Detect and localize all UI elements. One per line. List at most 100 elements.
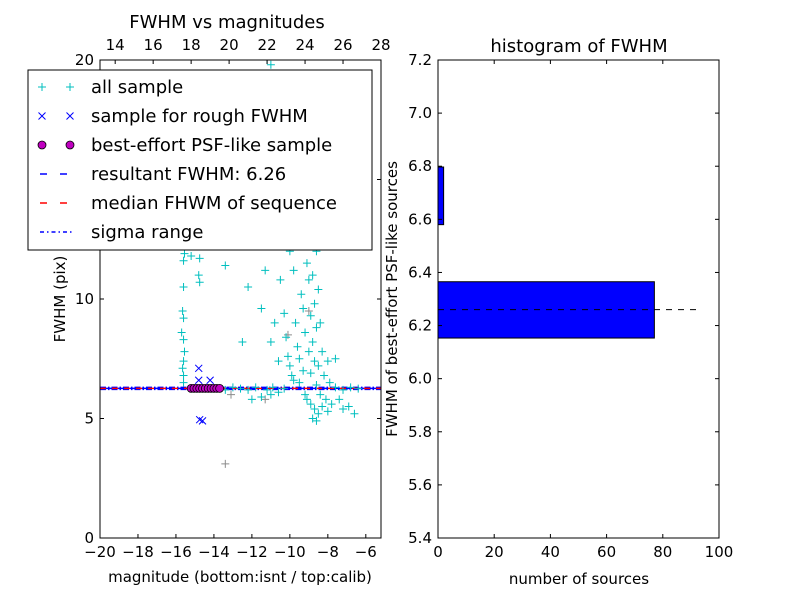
y-tick-label: 6.4 <box>408 263 432 281</box>
legend-marker-circle-icon <box>65 140 75 150</box>
all-sample-point <box>187 251 196 260</box>
all-sample-point <box>354 384 363 393</box>
all-sample-point <box>179 314 188 323</box>
all-sample-point <box>179 256 188 265</box>
all-sample-point <box>308 338 317 347</box>
y-tick-label: 5.8 <box>408 423 432 441</box>
all-sample-point <box>283 352 292 361</box>
all-sample-point <box>323 357 332 366</box>
all-sample-point <box>178 364 187 373</box>
all-sample-point <box>320 371 329 380</box>
legend-item: median FHWM of sequence <box>40 193 337 214</box>
all-sample-point <box>304 347 313 356</box>
legend-label: median FHWM of sequence <box>91 193 337 214</box>
all-sample-point <box>331 383 340 392</box>
all-sample-point <box>257 304 266 313</box>
histogram-plot: 0 20 40 60 80 100 5.4 5.6 5.8 6.0 6.2 6.4 6.6 6.8 7.0 7… <box>383 36 733 588</box>
all-sample-point <box>327 400 336 409</box>
top-x-tick-label: 28 <box>371 36 390 54</box>
all-sample-point <box>285 361 294 370</box>
all-sample-point <box>339 404 348 413</box>
all-sample-point <box>280 384 289 393</box>
y-tick-label: 5 <box>84 410 94 428</box>
all-sample-point <box>261 266 270 275</box>
all-sample-point <box>331 354 340 363</box>
scatter-points <box>177 60 363 468</box>
legend-marker-plus-icon <box>66 83 74 91</box>
top-x-tick-label: 20 <box>220 36 239 54</box>
legend-label: best-effort PSF-like sample <box>91 135 332 156</box>
legend-item: resultant FWHM: 6.26 <box>40 164 286 185</box>
rough-sample-point <box>194 376 203 385</box>
gray-point <box>227 390 236 399</box>
x-tick-label: −6 <box>355 543 377 561</box>
histogram-bar <box>437 166 445 226</box>
psf-like-sample-point <box>215 383 225 393</box>
y-tick-label: 6.6 <box>408 210 432 228</box>
top-x-tick-label: 26 <box>333 36 352 54</box>
rough-sample-point <box>206 376 214 385</box>
all-sample-point <box>266 390 275 399</box>
all-sample-point <box>221 261 230 270</box>
top-x-tick-label: 18 <box>182 36 201 54</box>
all-sample-point <box>310 404 319 413</box>
x-tick-label: −20 <box>84 543 116 561</box>
x-tick-label: 0 <box>433 543 443 561</box>
y-tick-label: 0 <box>84 529 94 547</box>
top-x-tick-label: 22 <box>258 36 277 54</box>
all-sample-point <box>289 266 298 275</box>
histogram-plot-frame <box>437 59 720 539</box>
y-axis-label: FWHM of best-effort PSF-like sources <box>383 161 401 437</box>
x-axis-label: magnitude (bottom:isnt / top:calib) <box>108 568 372 586</box>
all-sample-point <box>335 395 344 404</box>
all-sample-point <box>263 385 272 394</box>
legend-label: resultant FWHM: 6.26 <box>91 164 286 185</box>
all-sample-point <box>177 328 186 337</box>
all-sample-point <box>274 357 283 366</box>
all-sample-point <box>299 304 308 313</box>
gray-point <box>221 459 230 468</box>
y-axis-label: FWHM (pix) <box>51 256 69 343</box>
all-sample-point <box>244 385 253 394</box>
y-tick-label: 5.4 <box>408 529 432 547</box>
all-sample-point <box>323 407 332 416</box>
y-tick-label: 7.2 <box>408 51 432 69</box>
all-sample-point <box>236 384 245 393</box>
all-sample-point <box>299 366 308 375</box>
all-sample-point <box>318 347 327 356</box>
all-sample-point <box>344 402 353 411</box>
all-sample-point <box>304 275 313 284</box>
x-tick-label: 80 <box>653 543 672 561</box>
all-sample-point <box>306 400 315 409</box>
all-sample-point <box>266 338 275 347</box>
rough-sample-point <box>194 364 203 373</box>
all-sample-point <box>302 259 311 268</box>
y-tick-label: 7.0 <box>408 104 432 122</box>
x-tick-label: −18 <box>122 543 154 561</box>
legend-label: sample for rough FWHM <box>91 106 308 127</box>
x-tick-label: 40 <box>541 543 560 561</box>
y-tick-label: 6.8 <box>408 157 432 175</box>
all-sample-point <box>270 318 279 327</box>
all-sample-point <box>314 285 323 294</box>
all-sample-point <box>291 318 300 327</box>
all-sample-point <box>282 333 291 342</box>
legend-box <box>27 69 373 251</box>
all-sample-point <box>295 354 304 363</box>
legend-label: sigma range <box>91 222 203 243</box>
all-sample-point <box>266 60 275 69</box>
all-sample-point <box>276 275 285 284</box>
legend: all sample sample for rough FWHM best-effo… <box>27 69 373 251</box>
all-sample-point <box>179 378 188 387</box>
all-sample-point <box>314 409 323 418</box>
all-sample-point <box>251 383 260 392</box>
all-sample-point <box>228 383 237 392</box>
gray-point <box>304 306 313 315</box>
x-tick-label: −12 <box>236 543 268 561</box>
legend-marker-plus-icon <box>38 83 46 91</box>
x-axis-label: number of sources <box>509 570 649 588</box>
all-sample-point <box>179 371 188 380</box>
y-tick-label: 6.2 <box>408 317 432 335</box>
all-sample-point <box>312 416 321 425</box>
